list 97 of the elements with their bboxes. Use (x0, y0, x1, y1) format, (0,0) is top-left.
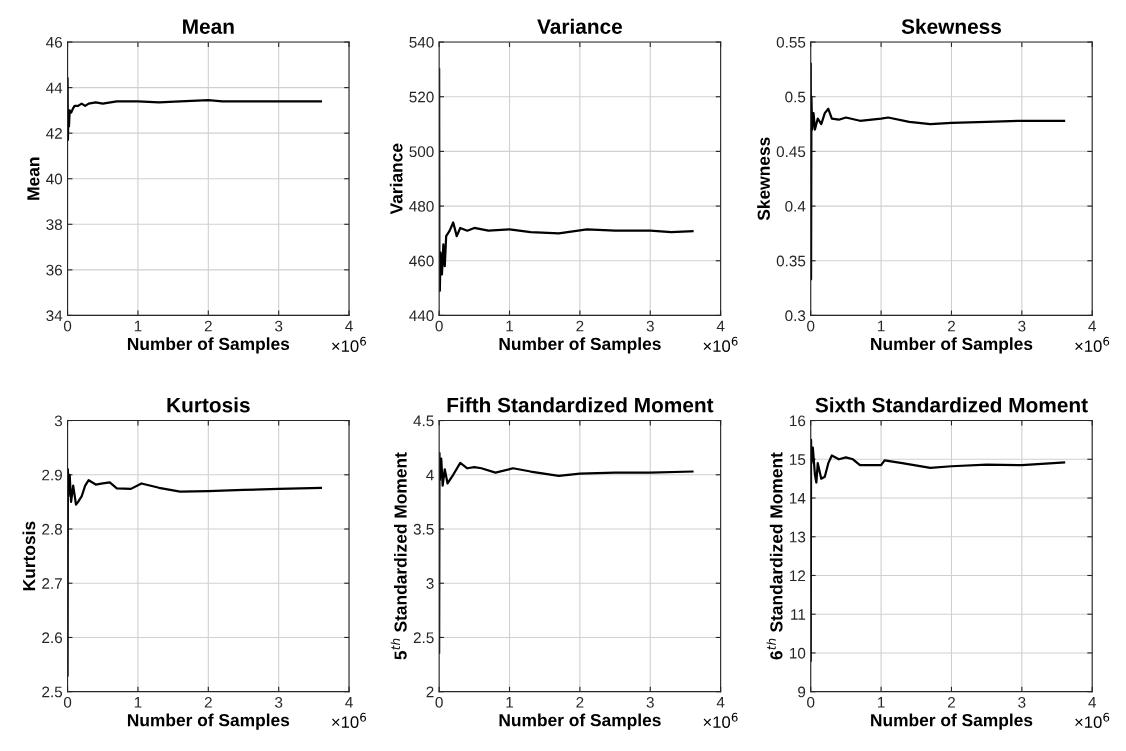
x-axis-title: Number of Samples (127, 337, 290, 354)
y-tick-label: 15 (790, 454, 806, 465)
y-axis-title: Variance (389, 143, 403, 215)
x-tick-label: 3 (1018, 320, 1026, 332)
x-tick-label: 2 (947, 320, 955, 332)
y-tick-label: 2 (426, 686, 434, 698)
y-tick-label: 12 (790, 570, 806, 582)
y-tick-label: 3 (54, 415, 63, 427)
chart-title: Sixth Standardized Moment (815, 397, 1088, 413)
y-tick-label: 520 (409, 91, 434, 103)
x-tick-label: 2 (576, 696, 584, 708)
y-tick-label: 0.3 (785, 310, 806, 322)
text: ×10$^{6}$ (332, 712, 367, 729)
x-tick-label: 0 (807, 696, 815, 708)
y-tick-label: 500 (409, 146, 434, 158)
x-axis-title: Number of Samples (499, 337, 661, 354)
x-tick-label: 2 (947, 696, 955, 708)
y-axis-title: Mean (27, 157, 40, 200)
y-tick-label: 2.8 (42, 523, 63, 535)
y-tick-label: 14 (790, 493, 806, 504)
y-tick-label: 4 (426, 469, 434, 481)
y-tick-label: 10 (790, 647, 806, 659)
chart-title: Skewness (901, 18, 1001, 34)
x-axis-title: Number of Samples (127, 713, 290, 730)
y-tick-label: 36 (46, 264, 63, 276)
text: ×10$^{6}$ (1075, 336, 1110, 353)
x-tick-label: 0 (435, 696, 443, 708)
line-series (67, 468, 323, 677)
x-tick-label: 0 (435, 320, 443, 332)
x-axis-title: Number of Samples (871, 337, 1033, 354)
y-tick-label: 13 (790, 531, 806, 543)
y-tick-label: 2.6 (42, 632, 63, 644)
y-axis-title: Skewness (757, 137, 770, 221)
y-tick-label: 3 (426, 578, 434, 589)
y-tick-label: 2.9 (42, 469, 62, 481)
text: ×10$^{6}$ (703, 336, 738, 353)
x-tick-label: 2 (204, 696, 212, 708)
y-tick-label: 34 (46, 310, 63, 322)
x-axis-title: Number of Samples (499, 713, 661, 730)
x-tick-label: 1 (134, 697, 142, 708)
x-tick-label: 4 (716, 320, 725, 332)
x-tick-label: 3 (1018, 696, 1026, 708)
line-series (810, 438, 1066, 662)
x-tick-label: 2 (576, 320, 584, 332)
y-tick-label: 460 (409, 255, 434, 267)
x-tick-label: 1 (878, 320, 885, 332)
y-tick-label: 440 (409, 310, 434, 322)
y-tick-label: 2.7 (42, 578, 62, 589)
x-tick-label: 4 (345, 697, 353, 708)
x-tick-label: 3 (275, 320, 283, 332)
x-tick-label: 1 (134, 320, 142, 332)
y-tick-label: 44 (46, 82, 63, 94)
line-series (67, 77, 323, 142)
y-tick-label: 0.4 (785, 200, 806, 212)
y-tick-label: 0.5 (785, 91, 806, 103)
line-series (810, 62, 1066, 281)
y-tick-label: 480 (409, 200, 434, 212)
x-tick-label: 1 (506, 697, 514, 708)
chart-title: Mean (183, 19, 234, 34)
y-tick-label: 540 (409, 36, 434, 48)
y-tick-label: 2.5 (42, 686, 63, 698)
text: ×10$^{6}$ (703, 712, 738, 729)
y-axis-title: 5$^{th}$ Standardized Moment (390, 452, 407, 660)
x-tick-label: 0 (63, 320, 72, 332)
text: ×10$^{6}$ (1075, 712, 1110, 729)
x-tick-label: 3 (275, 696, 283, 708)
y-tick-label: 4.5 (413, 415, 434, 427)
y-tick-label: 9 (798, 686, 806, 698)
x-tick-label: 0 (807, 320, 815, 332)
x-tick-label: 0 (63, 696, 72, 708)
y-tick-label: 0.45 (776, 146, 806, 158)
x-tick-label: 4 (1088, 697, 1097, 708)
x-tick-label: 2 (204, 320, 212, 332)
chart-title: Fifth Standardized Moment (447, 397, 714, 413)
y-axis-title: Kurtosis (22, 521, 36, 591)
y-tick-label: 46 (46, 36, 63, 48)
y-tick-label: 3.5 (413, 523, 434, 535)
y-tick-label: 2.5 (413, 632, 434, 644)
x-tick-label: 1 (506, 320, 514, 332)
chart-title: Variance (537, 18, 623, 34)
y-tick-label: 0.35 (776, 255, 806, 267)
x-tick-label: 4 (345, 320, 353, 332)
y-tick-label: 42 (46, 128, 62, 139)
x-axis-title: Number of Samples (871, 713, 1033, 730)
chart-title: Kurtosis (167, 397, 250, 413)
y-tick-label: 38 (46, 219, 63, 230)
y-tick-label: 11 (791, 609, 806, 620)
y-tick-label: 40 (46, 173, 63, 185)
x-tick-label: 4 (1088, 320, 1097, 332)
x-tick-label: 3 (646, 320, 654, 332)
x-tick-label: 3 (646, 696, 654, 708)
y-axis-title: 6$^{th}$ Standardized Moment (766, 452, 783, 660)
x-tick-label: 1 (878, 697, 885, 708)
y-tick-label: 0.55 (776, 36, 806, 48)
x-tick-label: 4 (716, 697, 725, 708)
y-tick-label: 16 (790, 415, 806, 427)
text: ×10$^{6}$ (332, 336, 367, 353)
